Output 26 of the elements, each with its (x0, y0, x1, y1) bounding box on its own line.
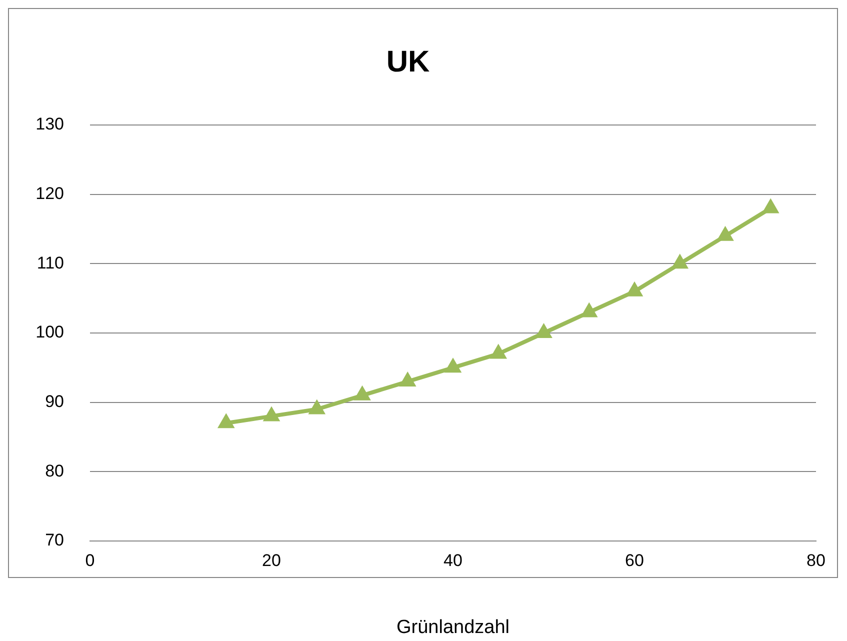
chart-title: UK (386, 45, 430, 78)
point (716, 226, 734, 241)
y-tick-label: 70 (45, 530, 64, 550)
point (218, 414, 234, 428)
point (399, 372, 416, 387)
x-tick-label: 20 (262, 550, 281, 570)
point (490, 344, 507, 359)
point (580, 302, 598, 318)
y-tick-label: 90 (45, 392, 64, 412)
y-tick-label: 100 (36, 322, 64, 342)
x-tick-label: 60 (625, 550, 644, 570)
x-tick-label: 0 (85, 550, 95, 570)
point (626, 282, 643, 296)
point (263, 406, 280, 422)
point (762, 198, 779, 214)
x-tick-label: 80 (806, 550, 826, 570)
y-tick-label: 120 (36, 184, 64, 204)
y-tick-label: 130 (36, 114, 64, 134)
point (308, 400, 326, 414)
point (672, 254, 688, 269)
x-axis-title: Grünlandzahl (396, 616, 510, 638)
y-tick-label: 80 (45, 461, 64, 480)
point (444, 358, 462, 373)
point (354, 386, 371, 400)
y-tick-label: 110 (36, 253, 64, 272)
x-tick-label: 40 (444, 550, 462, 570)
